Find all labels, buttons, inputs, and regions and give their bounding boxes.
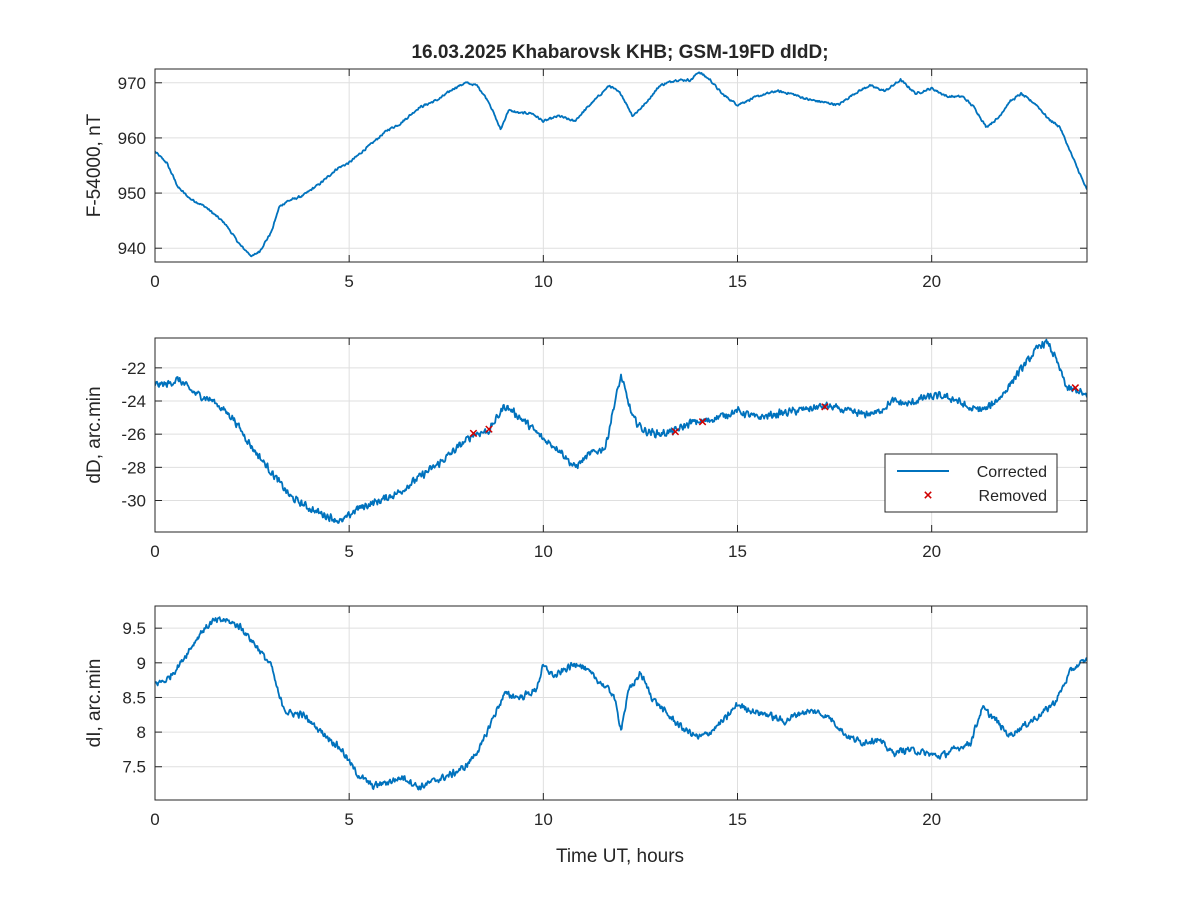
y-tick-label: 7.5 [122,758,146,777]
series-line-1-1 [155,71,1087,258]
x-tick-label: 5 [344,272,353,291]
y-tick-label: 960 [118,129,146,148]
series-line-2-1 [155,338,1087,524]
x-tick-label: 20 [922,810,941,829]
series-line-3-1 [155,616,1087,791]
y-tick-label: -28 [121,458,146,477]
subplot-2: 0 5 10 15 20 -30 -28 -26 -24 -22 dD, arc.min Correc… [84,337,1088,561]
y-tick-label: -30 [121,491,146,510]
x-tick-label: 10 [534,810,553,829]
subplot-3: 0 5 10 15 20 7.5 8 8.5 9 9.5 dI, arc.min [84,605,1088,829]
x-tick-label: 5 [344,542,353,561]
y-tick-label: 9 [137,654,146,673]
removed-marker [1071,384,1080,392]
y-tick-label: 9.5 [122,619,146,638]
removed-marker [698,418,707,426]
legend: Corrected Removed [884,453,1058,513]
legend-entry-corrected: Corrected [977,464,1047,481]
axes-background [155,69,1087,262]
x-tick-label: 20 [922,272,941,291]
y-tick-label: 950 [118,184,146,203]
removed-marker [469,429,478,438]
x-tick-label: 0 [150,810,159,829]
x-tick-label: 10 [534,272,553,291]
figure-title: 16.03.2025 Khabarovsk KHB; GSM-19FD dIdD… [411,42,828,63]
y-tick-label: 970 [118,74,146,93]
y-tick-label: 940 [118,239,146,258]
x-tick-label: 15 [728,272,747,291]
y-tick-label: -24 [121,392,146,411]
y-axis-label: dI, arc.min [84,659,105,748]
axes-frame [154,68,1088,263]
y-tick-label: -22 [121,359,146,378]
axes-background [155,606,1087,800]
y-tick-label: 8 [137,723,146,742]
x-tick-label: 20 [922,542,941,561]
y-axis-label: dD, arc.min [84,386,105,483]
axes-frame [154,605,1088,801]
x-tick-label: 0 [150,272,159,291]
subplot-1: 0 5 10 15 20 940 950 960 970 F-54000, nT [84,68,1088,291]
y-tick-label: 8.5 [122,688,146,707]
axes-frame [154,337,1088,533]
legend-box [884,453,1058,513]
x-tick-label: 0 [150,542,159,561]
legend-marker-swatch [924,491,932,499]
removed-marker [671,427,680,436]
x-tick-label: 5 [344,810,353,829]
x-tick-label: 15 [728,810,747,829]
legend-entry-removed: Removed [979,488,1047,505]
x-tick-label: 15 [728,542,747,561]
y-axis-label: F-54000, nT [84,113,105,217]
y-tick-label: -26 [121,425,146,444]
x-tick-label: 10 [534,542,553,561]
x-axis-label: Time UT, hours [556,846,684,867]
removed-marker [485,425,493,433]
removed-marker [821,403,829,411]
